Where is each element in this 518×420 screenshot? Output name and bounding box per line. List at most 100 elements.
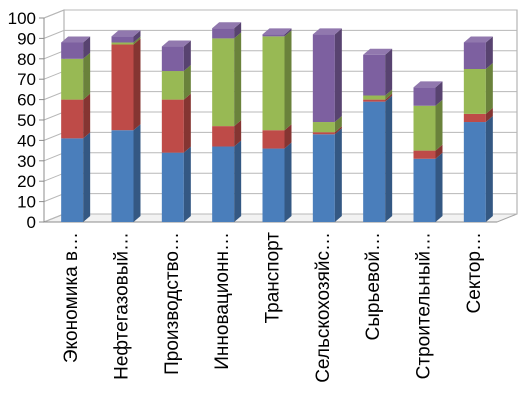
bar-segment: [413, 81, 443, 106]
bar-segment: [212, 140, 242, 222]
y-tick-label: 0: [27, 213, 36, 232]
x-tick-label: Транспорт: [263, 232, 284, 324]
bar-segment-side: [485, 63, 493, 114]
bar-segment: [161, 146, 191, 222]
bar-segment: [61, 36, 91, 59]
bar-segment: [312, 128, 342, 222]
bar-stack: [363, 48, 393, 222]
bar-segment-front: [161, 71, 184, 100]
bar-segment-side: [485, 107, 493, 123]
bar-segment-front: [111, 36, 134, 43]
bar-segment: [312, 116, 342, 133]
bar-segment-side: [385, 48, 393, 96]
bar-segment-front: [111, 42, 134, 45]
bar-stack: [413, 81, 443, 222]
bar-segment-front: [61, 58, 84, 100]
bar-segment-side: [334, 128, 342, 222]
bar-stack: [61, 36, 91, 222]
x-tick-label: Нефтегазовый…: [112, 232, 133, 380]
bar-segment-front: [61, 42, 84, 59]
bar-segment-front: [111, 44, 134, 131]
bar-segment-side: [435, 152, 443, 222]
bar-segment-top: [161, 40, 191, 47]
bar-segment-front: [363, 101, 386, 222]
bar-segment-side: [284, 28, 292, 37]
bar-segment-top: [212, 22, 242, 29]
bar-segment: [413, 144, 443, 159]
bar-segment-front: [312, 122, 335, 133]
bar-segment-top: [413, 81, 443, 88]
bar-segment-side: [183, 65, 191, 100]
bar-segment-top: [262, 28, 292, 35]
bar-segment: [363, 95, 393, 222]
bar-segment-front: [262, 130, 285, 149]
bar-segment-side: [435, 81, 443, 106]
bar-segment: [111, 38, 141, 131]
bar-segment: [463, 116, 493, 222]
bar-segment-side: [435, 99, 443, 151]
bar-segment-side: [385, 89, 393, 100]
bar-segment-front: [312, 134, 335, 222]
bar-segment-front: [463, 122, 486, 222]
bar-segment-front: [363, 54, 386, 96]
bar-segment-side: [183, 93, 191, 153]
bar-segment-side: [334, 116, 342, 133]
y-tick-label: 80: [17, 50, 36, 69]
bar-segment: [262, 142, 292, 222]
bar-segment: [262, 28, 292, 37]
bar-segment-side: [133, 38, 141, 131]
y-tick-label: 90: [17, 29, 36, 48]
bar-segment: [262, 30, 292, 131]
bar-segment-side: [183, 40, 191, 72]
bar-segment-front: [413, 158, 436, 222]
bar-segment-front: [312, 132, 335, 135]
bar-segment-side: [83, 93, 91, 139]
bar-segment-side: [485, 116, 493, 222]
x-tick-label: Экономика в…: [61, 232, 82, 363]
bar-segment-front: [161, 99, 184, 153]
bar-segment-front: [363, 99, 386, 102]
bar-stack: [161, 40, 191, 222]
bar-segment-side: [234, 140, 242, 222]
x-tick-label: Сектор…: [464, 232, 485, 313]
bar-segment: [61, 132, 91, 222]
bar-segment-side: [83, 52, 91, 100]
bar-segment-front: [111, 130, 134, 222]
bar-segment-side: [234, 22, 242, 39]
y-tick-label: 50: [17, 111, 36, 130]
y-tick-label: 100: [8, 9, 36, 28]
x-tick-label: Строительный…: [414, 232, 435, 379]
bar-segment-front: [262, 148, 285, 222]
bar-segment: [161, 65, 191, 100]
bar-segment-front: [161, 152, 184, 222]
bar-segment-front: [312, 34, 335, 123]
bar-segment-top: [312, 28, 342, 35]
bar-stack: [312, 28, 342, 222]
bar-segment-top: [463, 36, 493, 43]
bar-segment: [262, 124, 292, 149]
bar-segment-side: [234, 120, 242, 147]
bar-segment: [111, 36, 141, 45]
gridline: [43, 9, 517, 19]
bar-segment-front: [262, 34, 285, 37]
bar-segment-front: [61, 138, 84, 222]
bar-segment: [61, 93, 91, 139]
bar-segment: [413, 99, 443, 151]
y-tick-label: 70: [17, 70, 36, 89]
bar-segment-front: [413, 105, 436, 151]
bar-segment-side: [385, 95, 393, 222]
bar-segment-front: [212, 126, 235, 147]
x-tick-label: Инновационн…: [212, 232, 233, 370]
bar-segment: [111, 30, 141, 43]
bar-segment-front: [212, 28, 235, 39]
bar-segment-front: [413, 87, 436, 106]
bar-segment-side: [284, 30, 292, 131]
y-tick-label: 40: [17, 131, 36, 150]
bar-segment-side: [435, 144, 443, 159]
bar-segment-front: [212, 38, 235, 127]
bar-segment-front: [463, 113, 486, 123]
bar-segment: [463, 36, 493, 69]
bar-segment-front: [262, 36, 285, 131]
bar-segment-front: [363, 95, 386, 100]
